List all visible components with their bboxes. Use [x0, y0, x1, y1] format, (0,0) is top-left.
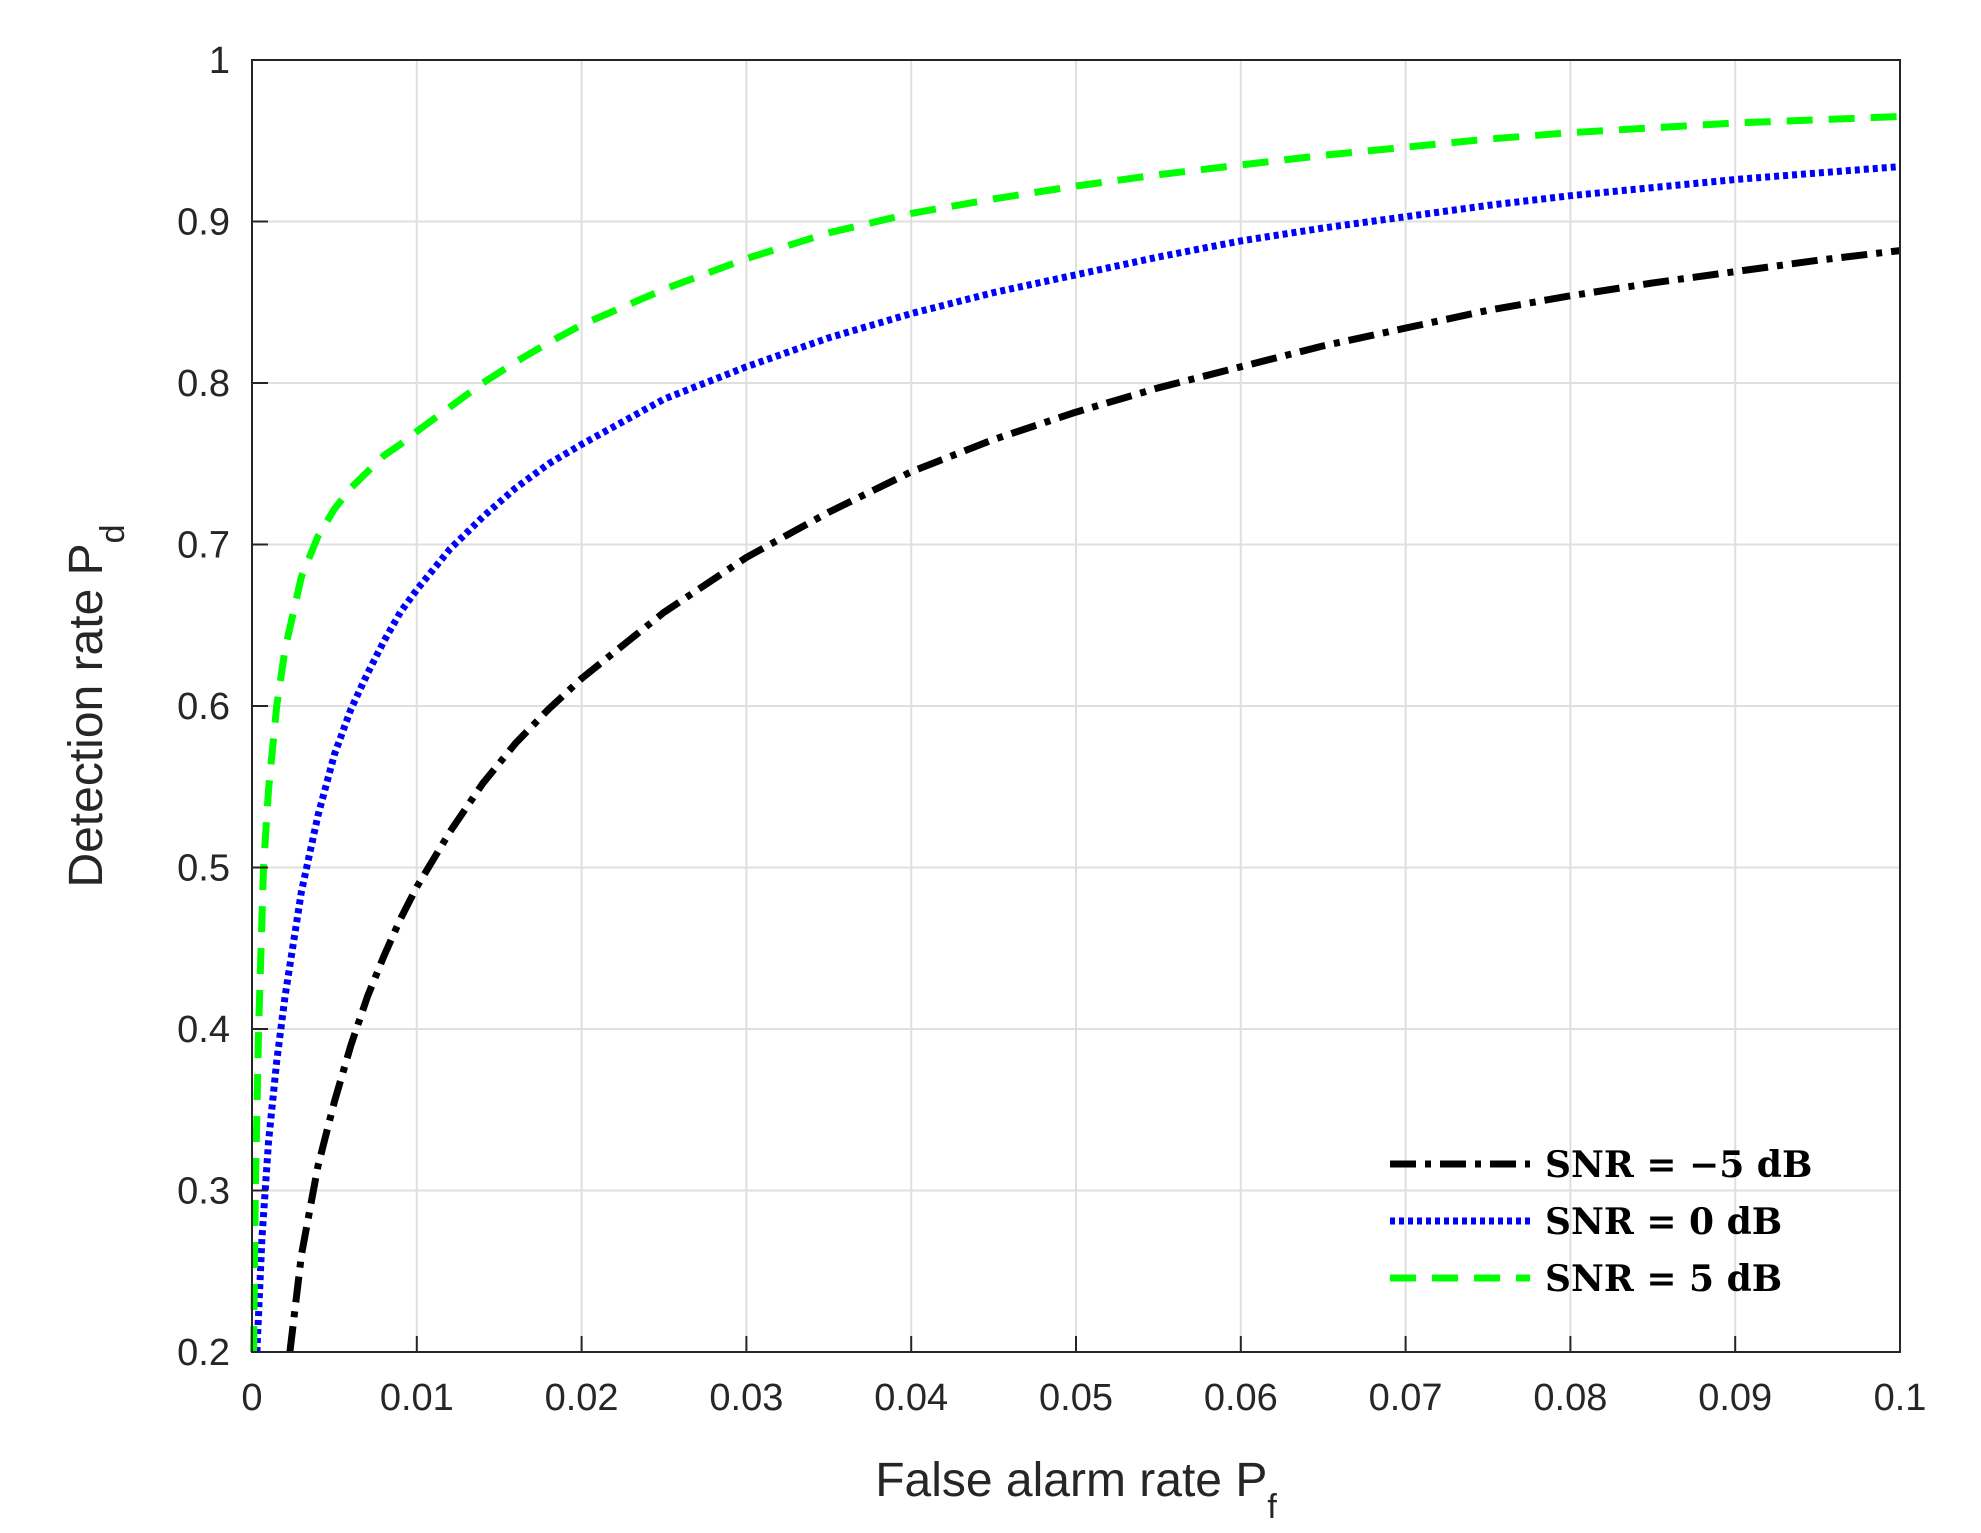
x-tick-label: 0.01	[380, 1377, 454, 1419]
legend-label-2: SNR = 0 dB	[1545, 1201, 1782, 1243]
x-tick-label: 0.03	[709, 1377, 783, 1419]
y-tick-label: 0.8	[177, 363, 230, 405]
x-tick-label: 0.02	[545, 1377, 619, 1419]
legend-label-1: SNR = −5 dB	[1545, 1144, 1812, 1186]
axis-ticks	[251, 59, 1901, 1353]
y-tick-label: 0.5	[177, 848, 230, 890]
y-tick-label: 1	[209, 40, 230, 82]
y-tick-label: 0.6	[177, 686, 230, 728]
legend-label-3: SNR = 5 dB	[1545, 1258, 1782, 1300]
series-line-3	[250, 113, 1901, 1353]
x-tick-label: 0	[241, 1377, 262, 1419]
y-tick-labels: 0.2 0.3 0.4 0.5 0.6 0.7 0.8 0.9 1	[177, 40, 230, 1374]
x-tick-label: 0.09	[1698, 1377, 1772, 1419]
series-lines	[250, 113, 1901, 1353]
y-tick-label: 0.2	[177, 1332, 230, 1374]
y-tick-label: 0.7	[177, 525, 230, 567]
y-tick-label: 0.9	[177, 202, 230, 244]
x-tick-label: 0.08	[1533, 1377, 1607, 1419]
x-axis-label-subscript: f	[1267, 1488, 1277, 1526]
x-tick-label: 0.07	[1369, 1377, 1443, 1419]
legend: SNR = −5 dB SNR = 0 dB SNR = 5 dB	[1390, 1144, 1812, 1300]
x-axis-label-main: False alarm rate P	[875, 1454, 1267, 1507]
y-axis-label-main: Detection rate P	[60, 543, 113, 887]
x-tick-label: 0.04	[874, 1377, 948, 1419]
x-tick-label: 0.1	[1874, 1377, 1927, 1419]
series-line-2	[253, 163, 1901, 1353]
x-tick-label: 0.05	[1039, 1377, 1113, 1419]
y-tick-label: 0.4	[177, 1009, 230, 1051]
series-line-1	[286, 247, 1901, 1353]
y-axis-label-subscript: d	[94, 524, 132, 543]
x-tick-labels: 0 0.01 0.02 0.03 0.04 0.05 0.06 0.07 0.08 0.09 0.1	[241, 1377, 1926, 1419]
x-tick-label: 0.06	[1204, 1377, 1278, 1419]
y-tick-label: 0.3	[177, 1171, 230, 1213]
x-axis-label: False alarm rate Pf	[875, 1454, 1277, 1526]
y-axis-label: Detection rate Pd	[60, 524, 132, 887]
